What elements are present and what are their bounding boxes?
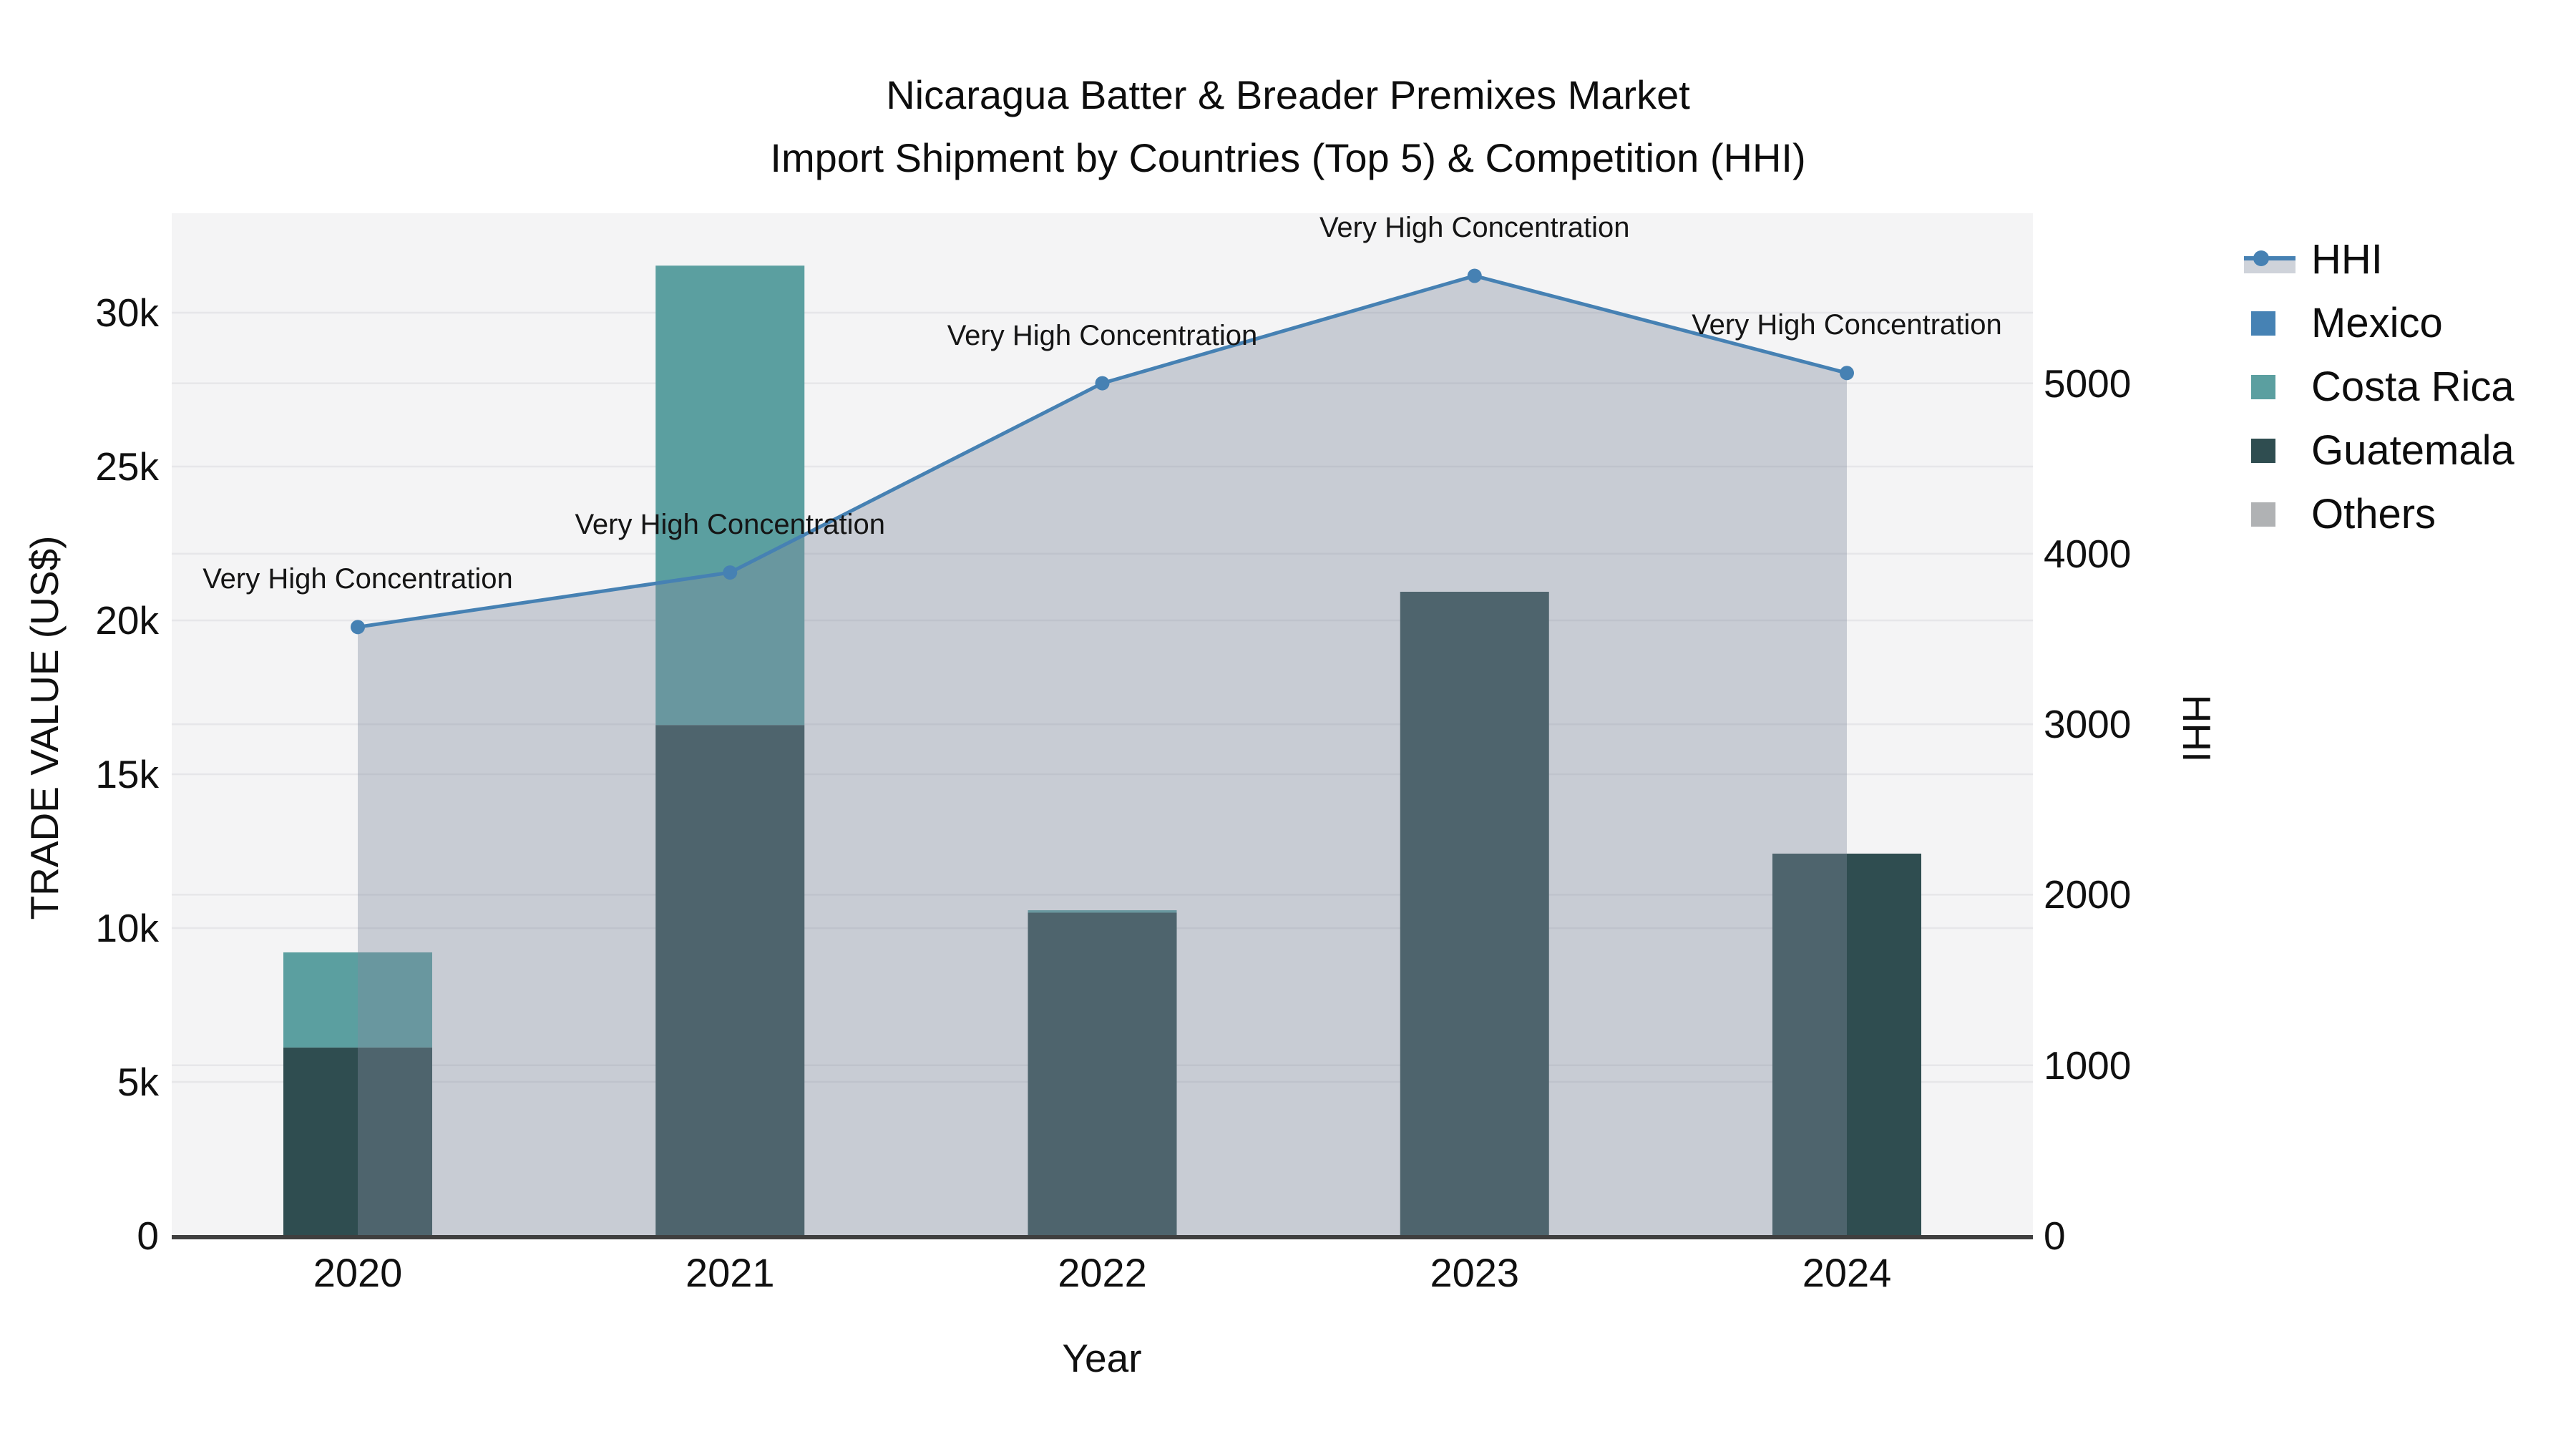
bar-segment-guatemala-2022[interactable] xyxy=(1028,912,1177,1236)
annotation-2020: Very High Concentration xyxy=(203,563,513,595)
y-tick-right-1000: 1000 xyxy=(2044,1043,2132,1088)
y-tick-right-3000: 3000 xyxy=(2044,702,2132,747)
annotation-2022: Very High Concentration xyxy=(947,319,1258,351)
legend-item-mexico[interactable]: Mexico xyxy=(2238,298,2539,348)
bar-segment-guatemala-2021[interactable] xyxy=(655,725,805,1236)
y-tick-left-0: 0 xyxy=(137,1214,159,1258)
hhi-area-fill xyxy=(358,275,1847,1236)
legend-label-mexico: Mexico xyxy=(2311,300,2443,346)
y-tick-left-15k: 15k xyxy=(95,752,159,796)
y-axis-title-left: TRADE VALUE (US$) xyxy=(22,535,67,920)
legend-label-guatemala: Guatemala xyxy=(2311,427,2514,474)
hhi-markers-layer xyxy=(351,268,1854,635)
legend-swatch-mexico xyxy=(2251,311,2275,336)
x-tick-2020: 2020 xyxy=(313,1250,403,1295)
legend-item-costa-rica[interactable]: Costa Rica xyxy=(2238,362,2539,412)
annotation-2024: Very High Concentration xyxy=(1692,309,2002,341)
y-tick-right-5000: 5000 xyxy=(2044,361,2132,406)
bar-segment-guatemala-2020[interactable] xyxy=(283,1047,432,1236)
y-tick-left-20k: 20k xyxy=(95,598,159,643)
legend-item-hhi[interactable]: HHI xyxy=(2238,235,2539,285)
legend-item-others[interactable]: Others xyxy=(2238,489,2539,540)
bar-segment-costa-rica-2020[interactable] xyxy=(283,952,432,1048)
y-tick-left-5k: 5k xyxy=(117,1060,159,1104)
x-axis-title: Year xyxy=(1062,1336,1142,1380)
bar-segment-guatemala-2023[interactable] xyxy=(1400,592,1549,1236)
hhi-marker-2020[interactable] xyxy=(351,620,365,635)
hhi-marker-2023[interactable] xyxy=(1467,268,1482,283)
legend-label-others: Others xyxy=(2311,491,2436,537)
y-tick-left-30k: 30k xyxy=(95,291,159,336)
hhi-area-layer xyxy=(358,275,1847,1236)
legend-swatch-costa-rica xyxy=(2251,375,2275,399)
annotation-2023: Very High Concentration xyxy=(1319,212,1630,244)
y-tick-right-4000: 4000 xyxy=(2044,531,2132,576)
hhi-marker-2022[interactable] xyxy=(1095,376,1110,391)
y-tick-left-25k: 25k xyxy=(95,444,159,489)
chart-title-line1: Nicaragua Batter & Breader Premixes Mark… xyxy=(886,72,1690,117)
legend-hhi-marker-icon xyxy=(2253,250,2269,266)
bar-segment-costa-rica-2022[interactable] xyxy=(1028,910,1177,913)
y-tick-right-0: 0 xyxy=(2044,1214,2066,1258)
hhi-marker-2024[interactable] xyxy=(1840,366,1854,381)
y-tick-left-10k: 10k xyxy=(95,906,159,950)
legend-label-hhi: HHI xyxy=(2311,236,2383,283)
legend-swatch-others xyxy=(2251,502,2275,527)
legend-swatch-guatemala xyxy=(2251,439,2275,463)
bar-segment-guatemala-2024[interactable] xyxy=(1772,853,1921,1236)
legend-hhi-line-symbol xyxy=(2244,250,2296,273)
bar-segment-costa-rica-2021[interactable] xyxy=(655,265,805,726)
hhi-marker-2021[interactable] xyxy=(723,565,738,580)
chart-title-line2: Import Shipment by Countries (Top 5) & C… xyxy=(770,135,1806,180)
bars-layer xyxy=(283,265,1921,1236)
legend-label-costa-rica: Costa Rica xyxy=(2311,364,2514,410)
legend-item-guatemala[interactable]: Guatemala xyxy=(2238,426,2539,476)
x-tick-2022: 2022 xyxy=(1058,1250,1147,1295)
legend-hhi-area-swatch xyxy=(2244,260,2296,273)
y-tick-right-2000: 2000 xyxy=(2044,872,2132,917)
x-tick-2021: 2021 xyxy=(685,1250,775,1295)
annotation-2021: Very High Concentration xyxy=(575,509,886,541)
x-tick-2023: 2023 xyxy=(1430,1250,1520,1295)
x-tick-2024: 2024 xyxy=(1802,1250,1892,1295)
